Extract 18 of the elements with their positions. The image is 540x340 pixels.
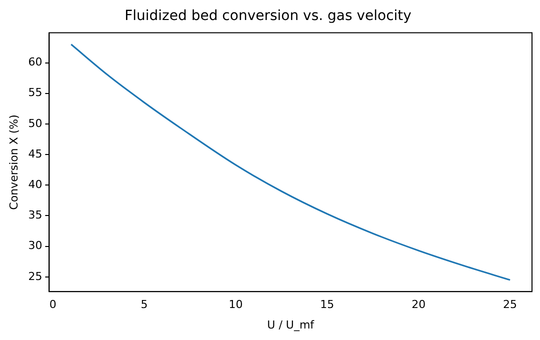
y-tick-label: 35: [28, 208, 42, 222]
chart-title: Fluidized bed conversion vs. gas velocity: [124, 8, 412, 24]
y-tick-label: 60: [28, 56, 42, 69]
x-tick-label: 15: [320, 298, 334, 312]
y-tick-label: 45: [28, 147, 42, 160]
x-tick-label: 20: [412, 298, 426, 312]
y-tick-label: 25: [28, 270, 42, 283]
x-tick-label: 25: [503, 298, 518, 312]
y-tick-label: 40: [28, 178, 42, 192]
y-tick-label: 30: [28, 239, 42, 252]
y-tick-label: 55: [28, 86, 42, 100]
x-tick-label: 0: [49, 298, 56, 312]
y-axis-title: Conversion X (%): [7, 114, 20, 210]
x-axis-title: U / U_mf: [267, 318, 316, 332]
line-series: [70, 44, 511, 281]
x-tick-label: 5: [140, 298, 148, 312]
y-tick-label: 50: [28, 116, 42, 130]
x-tick-label: 10: [228, 298, 243, 312]
